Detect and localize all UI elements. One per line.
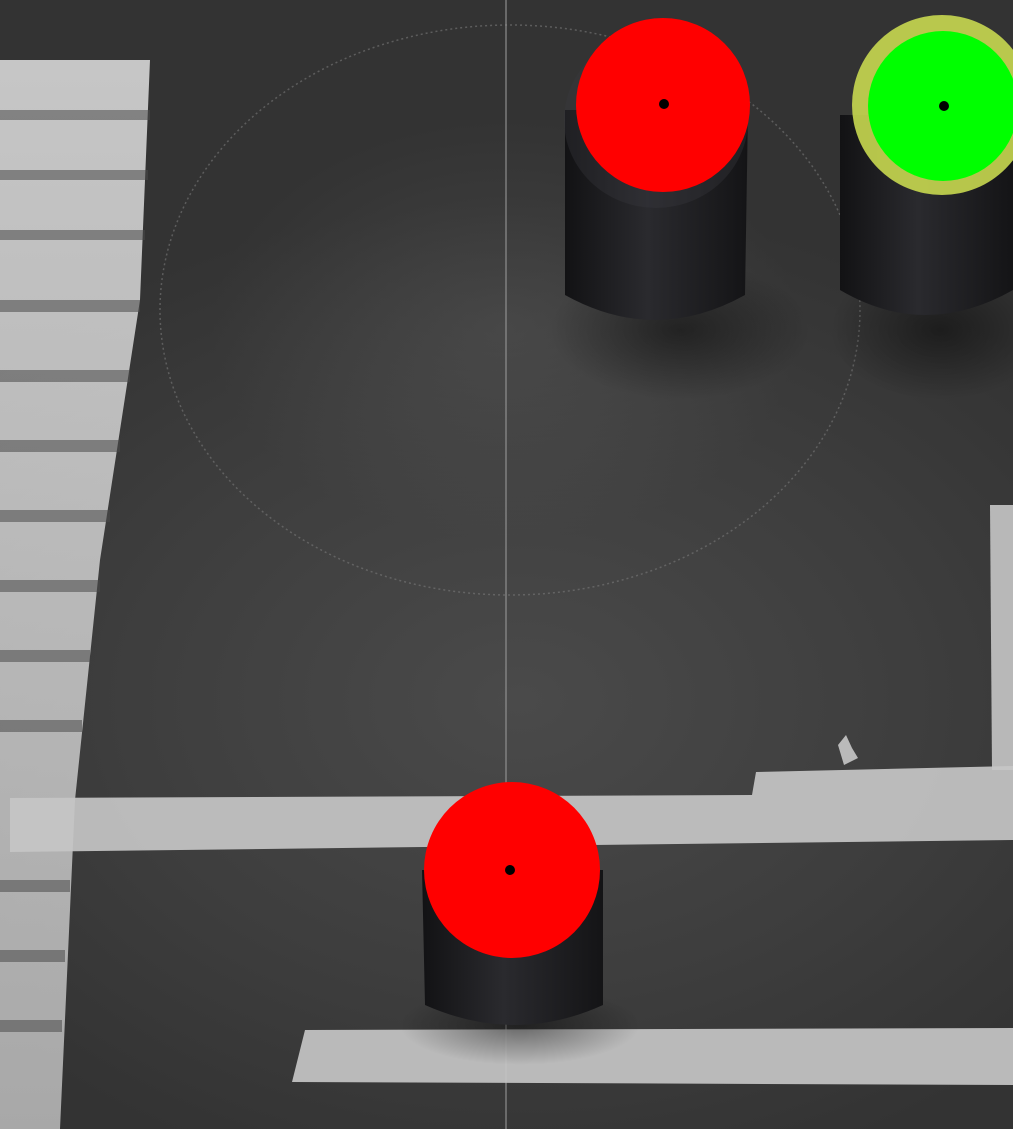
center-dot [939, 101, 949, 111]
puck-bottom-center [422, 782, 603, 1025]
puck-top-right [840, 15, 1013, 315]
puck-top-center [564, 18, 750, 320]
tape-strip-bottom [292, 1028, 1013, 1085]
center-dot [505, 865, 515, 875]
center-dot [659, 99, 669, 109]
window-light-pattern [0, 60, 150, 1129]
tape-strip-right-vertical [990, 505, 1013, 770]
debris-speck [838, 735, 858, 765]
